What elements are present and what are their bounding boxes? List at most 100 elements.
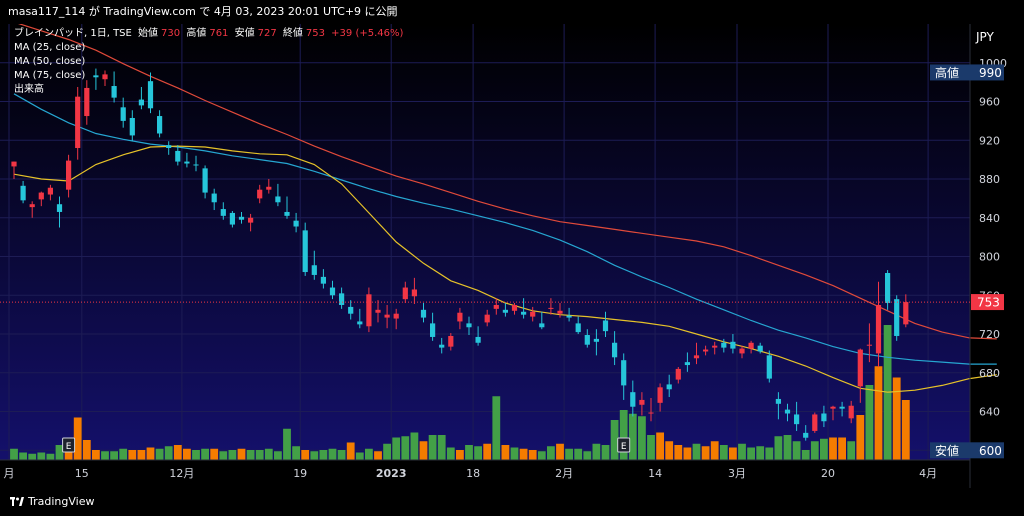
ma25-legend[interactable]: MA (25, close): [14, 42, 86, 53]
candle-body[interactable]: [257, 189, 263, 199]
candle-body[interactable]: [575, 323, 581, 333]
candle-body[interactable]: [329, 287, 336, 296]
candle-body[interactable]: [102, 74, 108, 80]
candle-body[interactable]: [584, 335, 590, 345]
candle-body[interactable]: [839, 406, 845, 409]
ma75-legend[interactable]: MA (75, close): [14, 70, 86, 81]
candle-body[interactable]: [339, 293, 345, 305]
candle-body[interactable]: [812, 414, 818, 431]
candle-body[interactable]: [894, 299, 900, 336]
candle-body[interactable]: [875, 304, 882, 354]
candle-body[interactable]: [693, 355, 700, 359]
candle-body[interactable]: [348, 306, 354, 314]
candle-body[interactable]: [766, 355, 772, 379]
candle-body[interactable]: [493, 304, 499, 309]
candle-body[interactable]: [457, 312, 463, 322]
candle-body[interactable]: [666, 384, 672, 390]
earnings-marker-box[interactable]: [62, 437, 76, 453]
candle-body[interactable]: [193, 164, 199, 166]
time-axis[interactable]: 月 15 12月 19 2023 18 2月 14 3月 20 4月: [4, 467, 938, 480]
candle-body[interactable]: [138, 99, 144, 106]
candle-body[interactable]: [739, 348, 745, 354]
candle-body[interactable]: [539, 323, 545, 328]
candle-body[interactable]: [821, 413, 827, 422]
candle-body[interactable]: [903, 302, 909, 325]
candle-body[interactable]: [439, 344, 445, 348]
candle-body[interactable]: [357, 321, 363, 325]
candle-body[interactable]: [621, 360, 627, 386]
candle-body[interactable]: [703, 349, 709, 352]
candle-body[interactable]: [275, 196, 281, 203]
candle-body[interactable]: [511, 304, 518, 311]
candle-body[interactable]: [220, 209, 226, 216]
candle-body[interactable]: [293, 220, 299, 227]
candle-body[interactable]: [684, 362, 690, 366]
candle-body[interactable]: [602, 320, 609, 332]
candle-body[interactable]: [157, 116, 163, 134]
candle-body[interactable]: [411, 289, 417, 297]
candlesticks[interactable]: [11, 68, 909, 441]
candle-body[interactable]: [266, 186, 272, 190]
candle-body[interactable]: [302, 230, 308, 273]
candle-body[interactable]: [166, 145, 172, 149]
candle-body[interactable]: [393, 313, 399, 319]
candle-body[interactable]: [111, 86, 117, 98]
candle-body[interactable]: [120, 107, 126, 121]
candle-body[interactable]: [748, 342, 754, 349]
candle-body[interactable]: [311, 265, 317, 275]
candle-body[interactable]: [630, 392, 636, 407]
candle-body[interactable]: [175, 150, 181, 162]
volume-legend[interactable]: 出来高: [14, 84, 44, 95]
candle-body[interactable]: [794, 414, 800, 425]
ma50-legend[interactable]: MA (50, close): [14, 56, 86, 67]
candle-body[interactable]: [20, 185, 26, 201]
candle-body[interactable]: [866, 344, 872, 346]
candle-body[interactable]: [593, 338, 599, 342]
candle-body[interactable]: [38, 192, 44, 200]
candle-body[interactable]: [466, 323, 472, 328]
candle-body[interactable]: [484, 314, 490, 323]
candle-body[interactable]: [557, 310, 563, 314]
candle-body[interactable]: [830, 406, 836, 409]
candle-body[interactable]: [639, 399, 645, 405]
candle-body[interactable]: [29, 204, 35, 208]
candle-body[interactable]: [448, 335, 454, 347]
candle-body[interactable]: [721, 342, 727, 348]
candle-body[interactable]: [657, 387, 663, 403]
candle-body[interactable]: [229, 212, 235, 225]
candle-body[interactable]: [775, 398, 781, 404]
candle-body[interactable]: [375, 309, 381, 313]
candle-body[interactable]: [784, 409, 791, 414]
candle-body[interactable]: [284, 211, 290, 216]
candle-body[interactable]: [566, 315, 572, 318]
candle-body[interactable]: [521, 311, 527, 315]
candle-body[interactable]: [803, 432, 809, 438]
candle-body[interactable]: [530, 311, 536, 317]
candle-body[interactable]: [202, 168, 208, 193]
earnings-marker-box[interactable]: [617, 437, 631, 453]
candle-body[interactable]: [56, 204, 63, 212]
candle-body[interactable]: [11, 161, 17, 167]
candle-body[interactable]: [211, 193, 217, 203]
candle-body[interactable]: [248, 217, 254, 223]
candle-body[interactable]: [47, 187, 53, 195]
candle-body[interactable]: [320, 276, 326, 284]
candle-body[interactable]: [84, 87, 90, 117]
candle-body[interactable]: [420, 309, 427, 318]
candle-body[interactable]: [238, 216, 245, 220]
candle-body[interactable]: [848, 405, 854, 419]
candle-body[interactable]: [612, 342, 618, 358]
candle-body[interactable]: [430, 323, 436, 337]
candle-body[interactable]: [402, 287, 408, 300]
candle-body[interactable]: [184, 161, 190, 164]
price-chart[interactable]: EE JPY 600640680720760800840880920960100…: [0, 24, 1024, 488]
candle-body[interactable]: [66, 160, 72, 190]
candle-body[interactable]: [648, 412, 654, 414]
candle-body[interactable]: [129, 117, 135, 136]
candle-body[interactable]: [757, 345, 763, 352]
candle-body[interactable]: [502, 309, 508, 313]
candle-body[interactable]: [885, 273, 891, 304]
candle-body[interactable]: [712, 345, 718, 348]
candle-body[interactable]: [730, 341, 736, 349]
candle-body[interactable]: [857, 349, 863, 387]
